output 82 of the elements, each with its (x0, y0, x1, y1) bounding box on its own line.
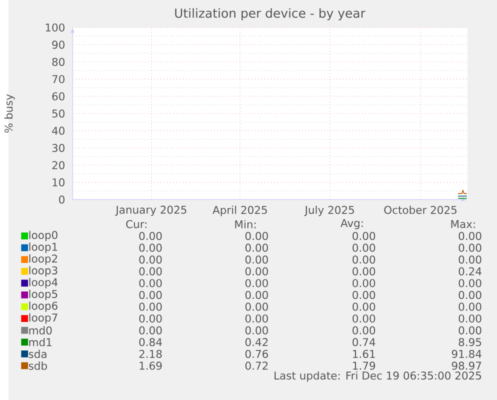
text: 0.00 (458, 244, 482, 252)
legend-label: sdb (28, 362, 47, 370)
text: 0.00 (458, 314, 482, 323)
y-tick-label: 60 (52, 92, 64, 100)
text: Cur: (126, 220, 146, 228)
text: 0.00 (352, 314, 376, 323)
text: 0.00 (245, 302, 268, 311)
text: 0.00 (139, 302, 162, 311)
text: 0.00 (352, 255, 376, 264)
x-tick-label: April 2025 (212, 206, 267, 216)
text: 0.00 (139, 290, 162, 299)
legend-label: md0 (29, 326, 52, 334)
chart-title: Utilization per device - by year (175, 8, 366, 20)
text: 0.00 (458, 290, 482, 299)
text: 0.72 (245, 362, 268, 370)
y-tick-label: 40 (52, 126, 64, 135)
text: 1.79 (353, 362, 376, 370)
text: 0.24 (458, 267, 482, 276)
legend-label: sda (28, 350, 46, 358)
text: 0.00 (458, 302, 482, 311)
text: 0.00 (458, 279, 482, 288)
text: 0.00 (352, 279, 376, 288)
legend-label: loop5 (29, 290, 58, 300)
legend-label: loop7 (29, 313, 58, 324)
text: 0.00 (245, 244, 268, 252)
x-tick-label: January 2025 (115, 206, 186, 216)
legend-label: loop2 (29, 254, 58, 265)
text: Last update: Fri Dec 19 06:35:00 2025 (274, 371, 482, 382)
text: 0.00 (352, 244, 376, 252)
text: 0.00 (352, 267, 376, 276)
text: 0.00 (458, 326, 482, 334)
text: 0.00 (139, 244, 162, 252)
text: 2.18 (139, 350, 162, 358)
text: 0.00 (139, 326, 162, 334)
text: 0.00 (245, 255, 268, 264)
legend-label: loop4 (29, 278, 58, 288)
text: 0.00 (245, 326, 268, 334)
text: 0.00 (458, 255, 482, 264)
text: 0.00 (139, 279, 162, 288)
text: 8.95 (458, 338, 482, 346)
y-tick-label: 90 (52, 40, 64, 49)
legend-label: loop0 (29, 230, 58, 242)
y-tick-label: 30 (52, 144, 64, 152)
legend-label: loop6 (29, 301, 58, 312)
text: 0.76 (245, 350, 268, 358)
y-tick-label: 10 (52, 178, 64, 186)
text: 91.84 (452, 350, 482, 358)
x-tick-label: July 2025 (304, 206, 354, 216)
y-tick-label: 70 (52, 75, 64, 84)
text: 0.00 (139, 267, 162, 276)
text: Max: (451, 220, 475, 228)
text: Min: (235, 220, 256, 228)
legend-label: loop3 (29, 266, 58, 276)
text: 0.00 (245, 232, 268, 240)
text: 0.84 (139, 338, 162, 346)
text: 0.74 (352, 338, 376, 346)
text: 0.00 (245, 267, 268, 276)
y-tick-label: 100 (46, 23, 64, 32)
text: 0.00 (245, 314, 268, 323)
text: 0.00 (245, 290, 268, 299)
text: 0.00 (458, 232, 482, 240)
text: 1.69 (140, 362, 162, 370)
text: 0.00 (245, 279, 268, 288)
text: Avg: (340, 219, 363, 230)
text: 0.00 (352, 232, 376, 240)
y-tick-label: 50 (52, 109, 64, 118)
legend-label: loop1 (29, 242, 58, 253)
y-tick-label: 20 (52, 161, 64, 170)
text: 98.97 (452, 362, 482, 370)
y-tick-label: 0 (59, 195, 64, 204)
text: 0.00 (352, 302, 376, 311)
legend-label: md1 (29, 338, 52, 346)
text: 0.00 (139, 232, 162, 240)
text: 0.00 (139, 314, 162, 323)
text: 0.42 (245, 338, 268, 346)
text: 0.00 (352, 290, 376, 299)
y-axis-title: % busy (4, 94, 15, 132)
text: 0.00 (139, 255, 162, 264)
text: 1.61 (353, 350, 375, 358)
y-tick-label: 80 (52, 58, 64, 66)
x-tick-label: October 2025 (384, 206, 456, 214)
text: 0.00 (352, 326, 376, 334)
